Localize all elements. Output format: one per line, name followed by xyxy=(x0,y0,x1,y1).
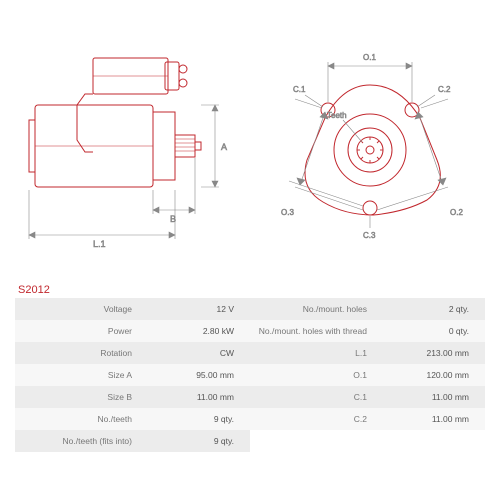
spec-value: 12 V xyxy=(144,304,250,314)
spec-value: 9 qty. xyxy=(144,414,250,424)
dim-l1-label: L.1 xyxy=(93,239,106,249)
dim-teeth-label: Teeth xyxy=(327,111,347,120)
spec-label: Size A xyxy=(15,370,144,380)
spec-label: Rotation xyxy=(15,348,144,358)
spec-row: No./mount. holes2 qty. xyxy=(250,298,485,320)
spec-value: 11.00 mm xyxy=(144,392,250,402)
spec-row: C.111.00 mm xyxy=(250,386,485,408)
spec-label: C.2 xyxy=(250,414,379,424)
dim-a-label: A xyxy=(221,142,227,152)
spec-label: O.1 xyxy=(250,370,379,380)
spec-value: 120.00 mm xyxy=(379,370,485,380)
spec-value: 0 qty. xyxy=(379,326,485,336)
spec-label: No./teeth xyxy=(15,414,144,424)
spec-row: No./mount. holes with thread0 qty. xyxy=(250,320,485,342)
spec-row: Size B11.00 mm xyxy=(15,386,250,408)
spec-value: 95.00 mm xyxy=(144,370,250,380)
spec-label: Size B xyxy=(15,392,144,402)
spec-value: 2.80 kW xyxy=(144,326,250,336)
spec-label: Power xyxy=(15,326,144,336)
spec-value: 11.00 mm xyxy=(379,414,485,424)
side-view-diagram: A B L.1 xyxy=(15,30,245,270)
spec-row: RotationCW xyxy=(15,342,250,364)
spec-label: No./mount. holes xyxy=(250,304,379,314)
dim-c2-label: C.2 xyxy=(438,85,451,94)
spec-value: 213.00 mm xyxy=(379,348,485,358)
spec-row: L.1213.00 mm xyxy=(250,342,485,364)
dim-o1-label: O.1 xyxy=(363,53,376,62)
spec-row: No./teeth9 qty. xyxy=(15,408,250,430)
part-number: S2012 xyxy=(0,280,500,298)
spec-value: 11.00 mm xyxy=(379,392,485,402)
spec-row: No./teeth (fits into)9 qty. xyxy=(15,430,250,452)
dim-o2-label: O.2 xyxy=(450,208,463,217)
spec-row: Size A95.00 mm xyxy=(15,364,250,386)
spec-label: L.1 xyxy=(250,348,379,358)
spec-row: O.1120.00 mm xyxy=(250,364,485,386)
specs-right-column: No./mount. holes2 qty. No./mount. holes … xyxy=(250,298,485,452)
spec-row: C.211.00 mm xyxy=(250,408,485,430)
specs-left-column: Voltage12 V Power2.80 kW RotationCW Size… xyxy=(15,298,250,452)
spec-label: Voltage xyxy=(15,304,144,314)
spec-label: No./mount. holes with thread xyxy=(250,326,379,336)
spec-value: CW xyxy=(144,348,250,358)
spec-label: No./teeth (fits into) xyxy=(15,436,144,446)
spec-value: 9 qty. xyxy=(144,436,250,446)
spec-row: Voltage12 V xyxy=(15,298,250,320)
dim-c3-label: C.3 xyxy=(363,231,376,240)
specs-table: Voltage12 V Power2.80 kW RotationCW Size… xyxy=(0,298,500,452)
dim-c1-label: C.1 xyxy=(293,85,306,94)
front-view-diagram: O.1 C.1 C.2 Teeth O.3 xyxy=(255,30,485,270)
diagram-area: A B L.1 xyxy=(0,0,500,280)
spec-row: Power2.80 kW xyxy=(15,320,250,342)
spec-value: 2 qty. xyxy=(379,304,485,314)
spec-label: C.1 xyxy=(250,392,379,402)
dim-o3-label: O.3 xyxy=(281,208,294,217)
